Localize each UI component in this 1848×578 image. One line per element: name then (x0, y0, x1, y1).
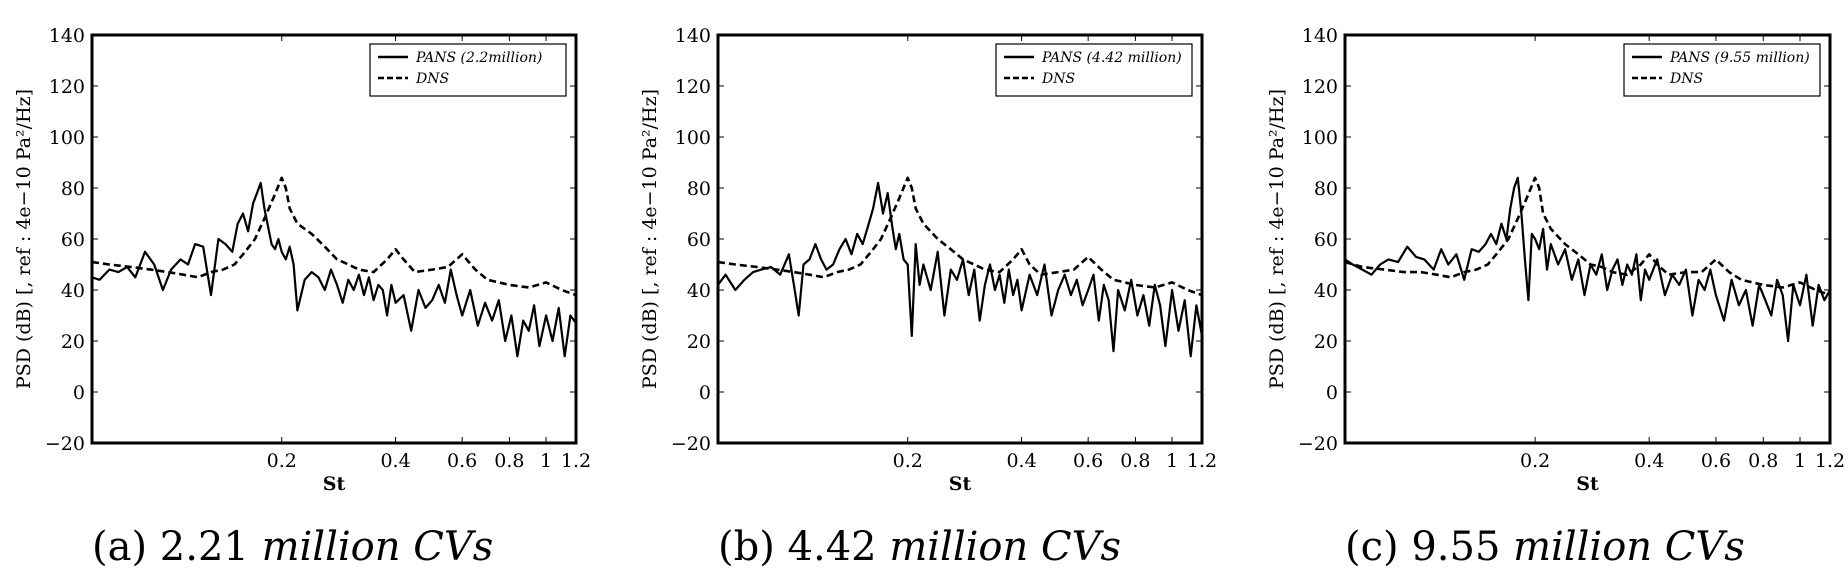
series-group (718, 176, 1202, 358)
legend-label: PANS (9.55 million) (1669, 50, 1810, 66)
y-tick-label: 140 (49, 25, 85, 47)
x-tick-label: 0.8 (494, 450, 524, 472)
y-tick-label: −20 (1298, 433, 1338, 455)
y-axis-label: PSD (dB) [, ref : 4e−10 Pa²/Hz] (639, 89, 661, 389)
y-tick-label: 120 (1302, 76, 1338, 98)
legend-label: DNS (1041, 71, 1075, 87)
y-tick-label: 20 (687, 331, 711, 353)
legend: PANS (9.55 million) DNS (1623, 43, 1821, 97)
x-tick-label: 1.2 (1187, 450, 1217, 472)
subfigure-caption: (a) 2.21 million CVs (92, 524, 493, 570)
x-tick-label: 0.8 (1748, 450, 1778, 472)
x-axis-label: St (323, 473, 346, 495)
dns-series-line (718, 176, 1202, 297)
x-tick-label: 0.2 (267, 450, 297, 472)
y-tick-label: 80 (61, 178, 85, 200)
x-tick-label: 0.4 (1006, 450, 1036, 472)
x-axis-label: St (949, 473, 972, 495)
y-axis-label: PSD (dB) [, ref : 4e−10 Pa²/Hz] (1266, 89, 1288, 389)
chart-panel-2: −20 0 20 40 60 80 100 120 140 0.2 0.4 0.6 0.8 1 1.2 PAN… (639, 25, 1217, 570)
y-tick-label: 80 (1314, 178, 1338, 200)
x-tick-label: 0.4 (1634, 450, 1664, 472)
legend-label: DNS (415, 71, 449, 87)
y-tick-label: 0 (699, 382, 711, 404)
y-tick-label: 120 (675, 76, 711, 98)
plot-frame (90, 33, 578, 445)
y-tick-label: 40 (61, 280, 85, 302)
dns-series-line (92, 176, 576, 297)
dns-series-line (1345, 176, 1830, 297)
pans-series-line (718, 181, 1202, 358)
legend: PANS (2.2million) DNS (369, 43, 567, 97)
y-tick-label: 0 (1326, 382, 1338, 404)
chart-panel-3: −20 0 20 40 60 80 100 120 140 0.2 0.4 0.6 0.8 1 1.2 PAN… (1266, 25, 1845, 570)
y-tick-label: −20 (45, 433, 85, 455)
y-axis-label: PSD (dB) [, ref : 4e−10 Pa²/Hz] (13, 89, 35, 389)
subfigure-caption: (b) 4.42 million CVs (718, 524, 1121, 570)
x-tick-label: 0.2 (893, 450, 923, 472)
legend-label: DNS (1669, 71, 1703, 87)
legend: PANS (4.42 million) DNS (995, 43, 1193, 97)
y-tick-label: 80 (687, 178, 711, 200)
x-tick-label: 0.8 (1120, 450, 1150, 472)
y-tick-label: 120 (49, 76, 85, 98)
y-tick-label: 20 (1314, 331, 1338, 353)
x-tick-label: 0.6 (1701, 450, 1731, 472)
plot-frame (716, 33, 1204, 445)
x-tick-label: 1 (1166, 450, 1178, 472)
x-tick-label: 0.2 (1520, 450, 1550, 472)
legend-label: PANS (4.42 million) (1041, 50, 1182, 66)
y-tick-label: 40 (1314, 280, 1338, 302)
series-group (1345, 176, 1830, 343)
y-tick-label: 60 (61, 229, 85, 251)
y-tick-label: 100 (1302, 127, 1338, 149)
x-tick-label: 1 (1794, 450, 1806, 472)
y-tick-label: 140 (1302, 25, 1338, 47)
legend-label: PANS (2.2million) (415, 50, 542, 66)
plot-frame (1343, 33, 1832, 445)
caption-suffix: million CVs (889, 524, 1121, 570)
caption-prefix: (c) 9.55 (1345, 524, 1513, 570)
subfigure-caption: (c) 9.55 million CVs (1345, 524, 1745, 570)
y-tick-label: −20 (671, 433, 711, 455)
series-group (92, 176, 576, 358)
y-tick-label: 100 (675, 127, 711, 149)
x-tick-label: 0.6 (447, 450, 477, 472)
y-tick-label: 40 (687, 280, 711, 302)
chart-panel-1: −20 0 20 40 60 80 100 120 140 0.2 0.4 0.6 0.8 1 1.2 PAN… (13, 25, 591, 570)
x-tick-label: 1.2 (561, 450, 591, 472)
caption-prefix: (b) 4.42 (718, 524, 889, 570)
x-tick-label: 0.4 (380, 450, 410, 472)
caption-suffix: million CVs (262, 524, 494, 570)
legend-box (995, 43, 1193, 97)
y-tick-label: 60 (1314, 229, 1338, 251)
x-tick-label: 1 (540, 450, 552, 472)
y-tick-label: 60 (687, 229, 711, 251)
y-tick-label: 0 (73, 382, 85, 404)
legend-box (1623, 43, 1821, 97)
legend-box (369, 43, 567, 97)
pans-series-line (92, 181, 576, 358)
pans-series-line (1345, 176, 1830, 343)
y-tick-label: 100 (49, 127, 85, 149)
y-tick-label: 140 (675, 25, 711, 47)
caption-prefix: (a) 2.21 (92, 524, 262, 570)
y-tick-label: 20 (61, 331, 85, 353)
caption-suffix: million CVs (1513, 524, 1745, 570)
x-axis-label: St (1576, 473, 1599, 495)
x-tick-label: 0.6 (1073, 450, 1103, 472)
x-tick-label: 1.2 (1815, 450, 1845, 472)
